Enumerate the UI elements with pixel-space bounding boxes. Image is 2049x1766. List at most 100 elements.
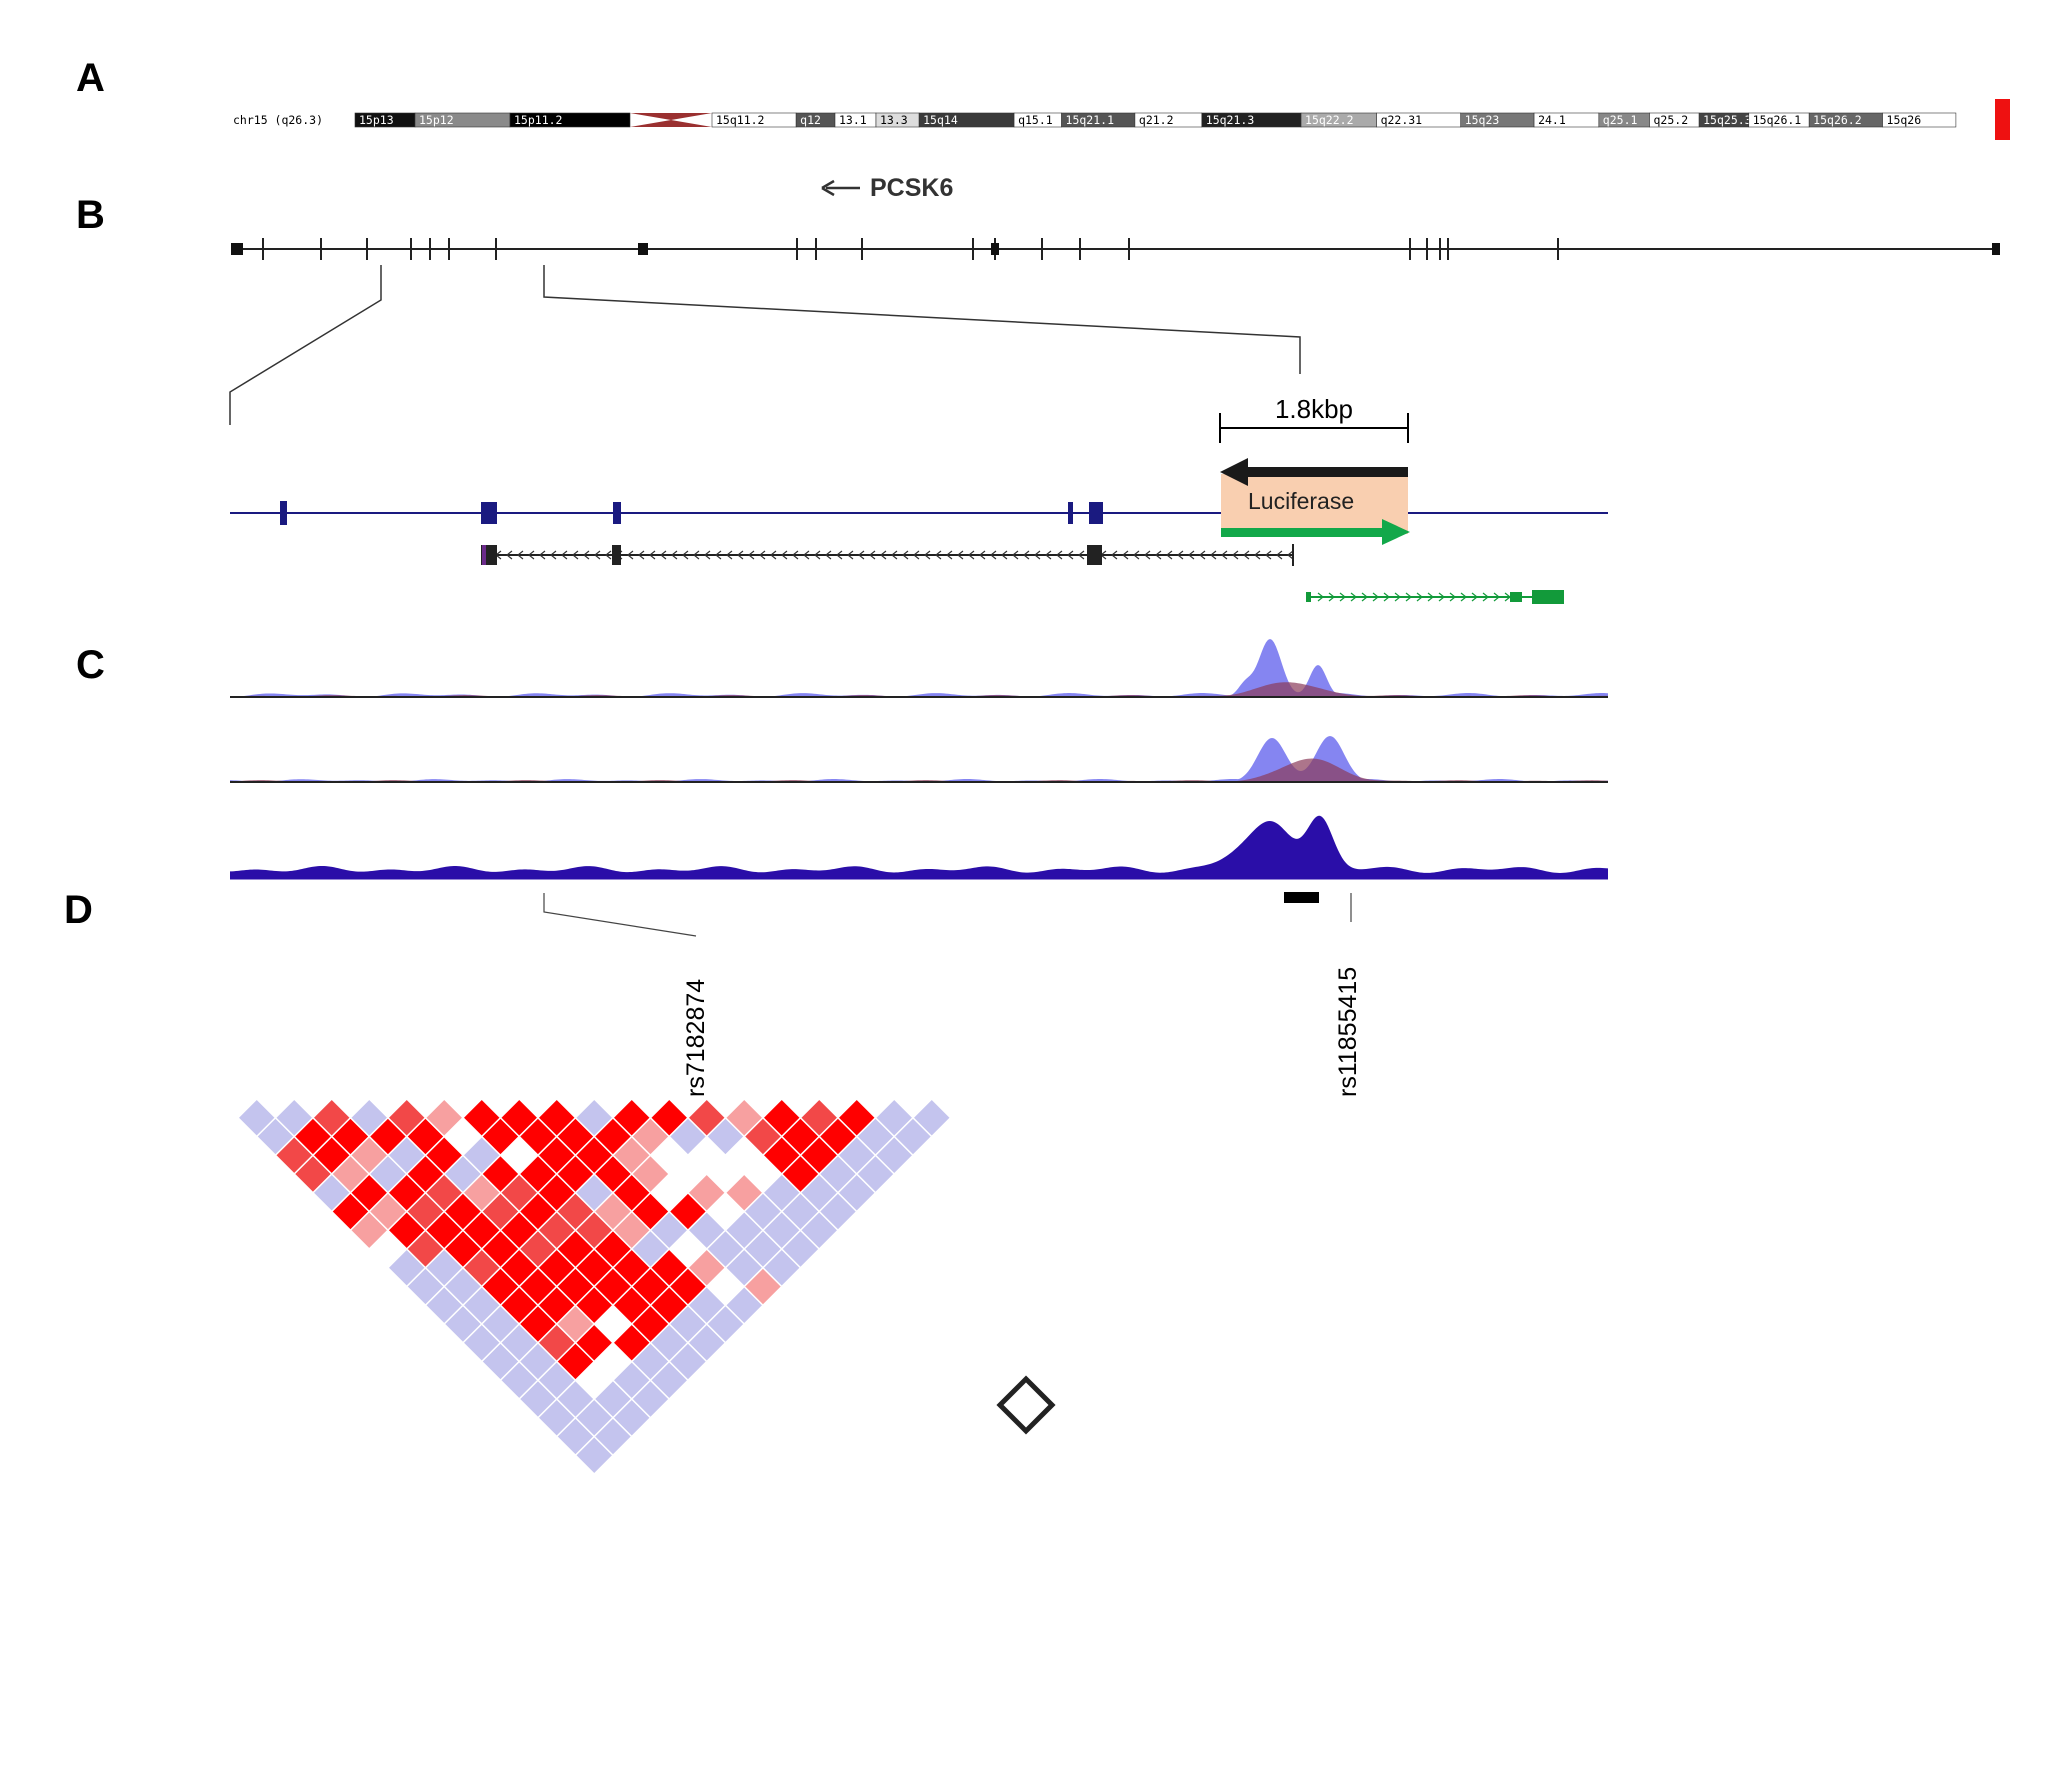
- strand-chevron: [1155, 550, 1162, 560]
- strand-chevron: [1383, 592, 1390, 602]
- strand-chevron: [935, 550, 942, 560]
- strand-chevron: [693, 550, 700, 560]
- zoom-connector-bottom: [543, 893, 1352, 937]
- strand-chevron: [1449, 592, 1456, 602]
- gene-end-block: [231, 243, 243, 255]
- transcript-antisense: [481, 544, 1294, 566]
- strand-chevron: [869, 550, 876, 560]
- strand-chevron: [759, 550, 766, 560]
- exon: [280, 501, 287, 525]
- strand-chevron: [836, 550, 843, 560]
- strand-chevron: [1177, 550, 1184, 560]
- strand-chevron: [1405, 592, 1412, 602]
- strand-chevron: [1188, 550, 1195, 560]
- strand-chevron: [704, 550, 711, 560]
- strand-chevron: [550, 550, 557, 560]
- strand-chevron: [781, 550, 788, 560]
- strand-chevron: [1133, 550, 1140, 560]
- strand-chevron: [1317, 592, 1324, 602]
- strand-chevron: [968, 550, 975, 560]
- strand-chevron: [506, 550, 513, 560]
- strand-chevron: [825, 550, 832, 560]
- exon: [481, 502, 497, 524]
- strand-chevron: [1023, 550, 1030, 560]
- strand-chevron: [1111, 550, 1118, 560]
- strand-chevron: [1166, 550, 1173, 560]
- strand-chevron: [1416, 592, 1423, 602]
- strand-chevron: [891, 550, 898, 560]
- exon: [612, 545, 621, 565]
- strand-chevron: [1243, 550, 1250, 560]
- strand-chevron: [847, 550, 854, 560]
- ld-cell: [911, 1097, 952, 1138]
- ideogram-band: [1882, 112, 1957, 128]
- strand-chevron: [1122, 550, 1129, 560]
- strand-chevron: [1265, 550, 1272, 560]
- ideogram-band-label: q22.31: [1381, 113, 1423, 127]
- ideogram-band-label: 15p12: [419, 113, 454, 127]
- strand-chevron: [528, 550, 535, 560]
- strand-chevron: [594, 550, 601, 560]
- luciferase-label: Luciferase: [1248, 488, 1354, 514]
- ld-heatmap: [236, 1097, 952, 1476]
- ideogram-band-label: 13.3: [880, 113, 908, 127]
- ideogram-band-label: q25.2: [1654, 113, 1689, 127]
- strand-chevron: [605, 550, 612, 560]
- signal-solid-area: [230, 815, 1608, 878]
- strand-chevron: [1232, 550, 1239, 560]
- strand-chevron: [561, 550, 568, 560]
- exon-block: [991, 243, 999, 255]
- ld-highlight-cell: [996, 1375, 1056, 1435]
- gene-name: PCSK6: [870, 174, 953, 202]
- strand-chevron: [1427, 592, 1434, 602]
- strand-chevron: [1339, 592, 1346, 602]
- strand-chevron: [1034, 550, 1041, 560]
- locus-highlight-marker: [1995, 99, 2010, 140]
- strand-chevron: [583, 550, 590, 560]
- scale-bar: [1219, 413, 1409, 443]
- strand-chevron: [1254, 550, 1261, 560]
- panel-label-c: C: [76, 643, 105, 687]
- chromosome-label: chr15 (q26.3): [233, 113, 323, 127]
- panel-label-a: A: [76, 56, 105, 100]
- strand-chevron: [1394, 592, 1401, 602]
- enhancer-region-bar: [1284, 892, 1319, 903]
- panel-label-b: B: [76, 193, 105, 237]
- snp-label-right: rs11855415: [1334, 967, 1362, 1097]
- strand-chevron: [1287, 550, 1294, 560]
- strand-chevron: [1276, 550, 1283, 560]
- strand-chevron: [957, 550, 964, 560]
- ideogram-band-label: 15q23: [1465, 113, 1500, 127]
- strand-chevron: [1471, 592, 1478, 602]
- strand-chevron: [748, 550, 755, 560]
- strand-chevron: [539, 550, 546, 560]
- ideogram-band: [509, 112, 631, 128]
- direction-arrow-icon: [821, 179, 860, 197]
- strand-chevron: [1210, 550, 1217, 560]
- strand-chevron: [1438, 592, 1445, 602]
- strand-chevron: [660, 550, 667, 560]
- strand-chevron: [1056, 550, 1063, 560]
- strand-chevron: [1482, 592, 1489, 602]
- strand-chevron: [517, 550, 524, 560]
- ideogram-band-label: q21.2: [1139, 113, 1174, 127]
- strand-chevron: [638, 550, 645, 560]
- ideogram-band-label: 15q21.1: [1066, 113, 1115, 127]
- strand-chevron: [880, 550, 887, 560]
- ideogram-band-label: 15q11.2: [716, 113, 764, 127]
- zoom-connector-top: [229, 265, 1301, 425]
- strand-chevron: [990, 550, 997, 560]
- strand-chevron: [858, 550, 865, 560]
- exon: [1089, 502, 1103, 524]
- exon-block: [638, 243, 648, 255]
- exon-edge: [482, 545, 486, 565]
- exon: [1510, 592, 1522, 602]
- strand-chevron: [913, 550, 920, 560]
- strand-chevron: [737, 550, 744, 560]
- strand-chevron: [1045, 550, 1052, 560]
- strand-chevron: [627, 550, 634, 560]
- strand-chevron: [1361, 592, 1368, 602]
- reference-exons: [280, 501, 1103, 525]
- strand-chevron: [1199, 550, 1206, 560]
